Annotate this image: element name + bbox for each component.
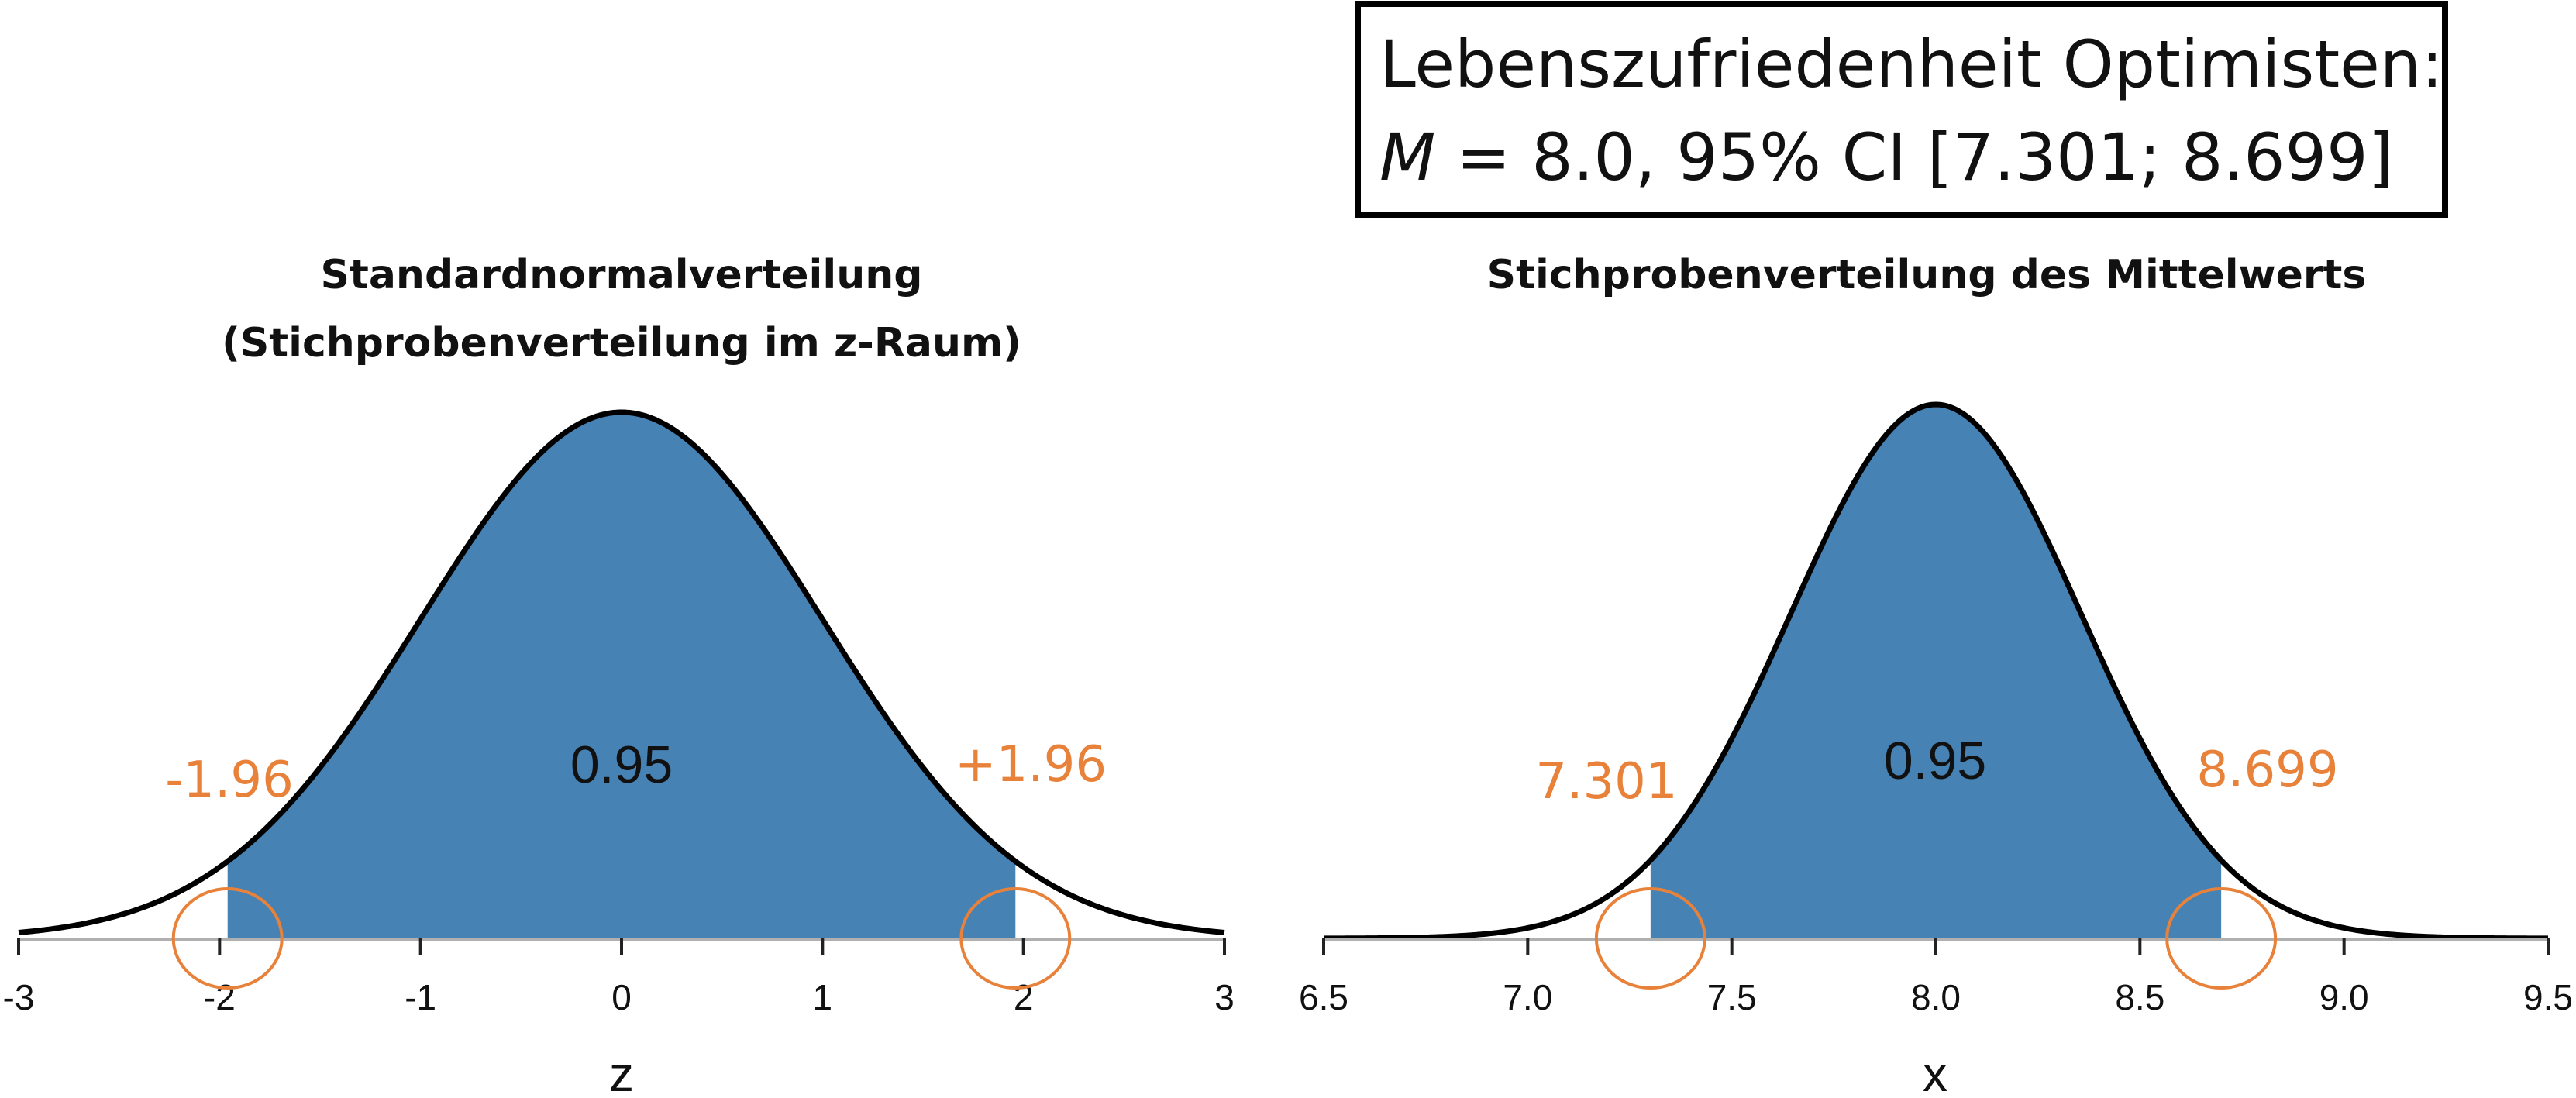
shaded-area-95 bbox=[227, 412, 1016, 938]
x-tick-label: 8.5 bbox=[2115, 977, 2164, 1017]
upper-bound-label: +1.96 bbox=[955, 736, 1107, 793]
x-tick-label: 8.0 bbox=[1911, 977, 1961, 1017]
x-axis-ticks: 6.5 7.0 7.5 8.0 8.5 9.0 9.5 bbox=[1299, 938, 2573, 1017]
bound-circle-marker bbox=[2165, 887, 2278, 990]
upper-bound-label: 8.699 bbox=[2196, 742, 2338, 799]
chart-title: Stichprobenverteilung des Mittelwerts bbox=[1487, 252, 2367, 298]
shaded-area-label: 0.95 bbox=[1884, 731, 1986, 790]
annotation-line-1: Lebenszufriedenheit Optimisten: bbox=[1379, 26, 2443, 102]
annotation-ci-text: = 8.0, 95% CI [7.301; 8.699] bbox=[1435, 119, 2393, 195]
bound-circle-marker bbox=[171, 887, 284, 990]
x-tick-label: 1 bbox=[813, 977, 833, 1017]
x-tick-label: 7.0 bbox=[1503, 977, 1552, 1017]
x-axis-ticks: -3 -2 -1 0 1 2 3 bbox=[3, 938, 1235, 1017]
annotation-mean-symbol: M bbox=[1379, 119, 1435, 195]
x-axis-title: z bbox=[609, 1046, 634, 1098]
x-tick-label: 9.0 bbox=[2319, 977, 2369, 1017]
chart-title: Standardnormalverteilung bbox=[321, 252, 923, 298]
x-tick-label: 2 bbox=[1014, 977, 1034, 1017]
lower-bound-label: 7.301 bbox=[1535, 753, 1677, 811]
x-tick-label: 0 bbox=[611, 977, 632, 1017]
chart-subtitle: (Stichprobenverteilung im z-Raum) bbox=[222, 320, 1021, 367]
annotation-line-2: M = 8.0, 95% CI [7.301; 8.699] bbox=[1379, 119, 2393, 195]
annotation-box: Lebenszufriedenheit Optimisten: M = 8.0,… bbox=[1355, 1, 2448, 218]
x-tick-label: 6.5 bbox=[1299, 977, 1348, 1017]
bound-circle-marker bbox=[1594, 887, 1706, 990]
shaded-area-95 bbox=[1650, 404, 2222, 938]
density-curve bbox=[1323, 401, 2549, 941]
x-tick-label: 9.5 bbox=[2523, 977, 2573, 1017]
bound-markers bbox=[171, 887, 1072, 990]
bound-circle-marker bbox=[959, 887, 1072, 990]
x-tick-label: -3 bbox=[3, 977, 35, 1017]
bound-markers bbox=[1594, 887, 2278, 990]
chart-sampling-distribution: Stichprobenverteilung des Mittelwerts 6.… bbox=[1299, 252, 2573, 1098]
lower-bound-label: -1.96 bbox=[165, 752, 294, 809]
density-curve bbox=[18, 409, 1225, 935]
x-tick-label: 3 bbox=[1214, 977, 1235, 1017]
x-tick-label: -1 bbox=[405, 977, 436, 1017]
chart-standard-normal: Standardnormalverteilung (Stichprobenver… bbox=[3, 252, 1235, 1098]
shaded-area-label: 0.95 bbox=[570, 735, 673, 794]
x-axis-title: x bbox=[1923, 1046, 1947, 1098]
x-tick-label: 7.5 bbox=[1707, 977, 1757, 1017]
annotation-box-border bbox=[1355, 1, 2448, 218]
x-tick-label: -2 bbox=[204, 977, 236, 1017]
